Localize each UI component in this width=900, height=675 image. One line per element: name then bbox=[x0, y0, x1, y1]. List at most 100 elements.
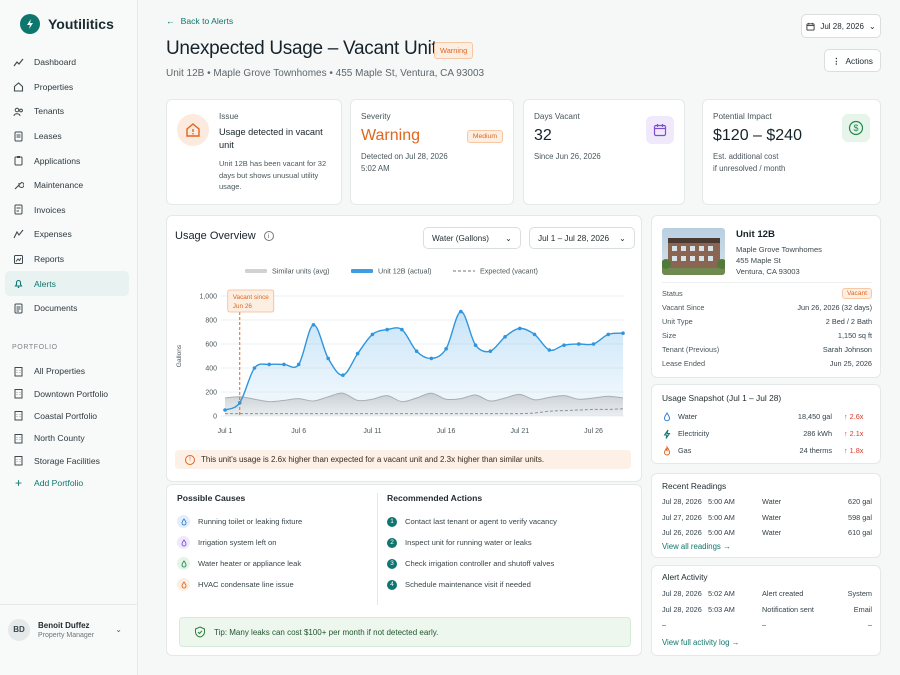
nav-item-properties[interactable]: Properties bbox=[5, 75, 129, 100]
activity-date: Jul 28, 2026 bbox=[662, 604, 702, 614]
usage-alert-text: This unit's usage is 2.6x higher than ex… bbox=[201, 455, 545, 464]
invoice-icon bbox=[13, 204, 24, 215]
portfolio-item[interactable]: North County bbox=[5, 427, 129, 449]
days-value: 32 bbox=[534, 127, 552, 144]
portfolio-item[interactable]: Coastal Portfolio bbox=[5, 405, 129, 427]
action-label: Contact last tenant or agent to verify v… bbox=[405, 517, 557, 526]
actions-button[interactable]: ⋮ Actions bbox=[824, 49, 881, 72]
usage-alert-banner: ! This unit's usage is 2.6x higher than … bbox=[175, 450, 631, 469]
actions-title: Recommended Actions bbox=[387, 493, 483, 503]
detail-row: Lease Ended Jun 25, 2026 bbox=[662, 356, 872, 370]
portfolio-label: Storage Facilities bbox=[34, 455, 100, 466]
portfolio-item[interactable]: All Properties bbox=[5, 360, 129, 382]
nav-item-maintenance[interactable]: Maintenance bbox=[5, 173, 129, 198]
nav-item-applications[interactable]: Applications bbox=[5, 148, 129, 173]
actual-point[interactable] bbox=[282, 362, 286, 367]
action-label: Inspect unit for running water or leaks bbox=[405, 538, 532, 547]
actual-point[interactable] bbox=[311, 323, 316, 327]
actual-point[interactable] bbox=[414, 349, 419, 353]
unit-name: Unit 12B bbox=[736, 229, 775, 240]
view-all-readings-link[interactable]: View all readings → bbox=[662, 542, 731, 551]
actual-point[interactable] bbox=[503, 335, 507, 339]
actual-point[interactable] bbox=[400, 327, 404, 332]
actual-point[interactable] bbox=[444, 347, 448, 351]
home-icon bbox=[13, 81, 24, 92]
actual-point[interactable] bbox=[547, 348, 552, 352]
chevron-down-icon: ⌄ bbox=[505, 234, 512, 243]
legend-item: Unit 12B (actual) bbox=[351, 267, 432, 276]
snapshot-multiplier: ↑ 1.8x bbox=[844, 446, 872, 455]
x-tick-label: Jul 1 bbox=[218, 428, 233, 435]
actual-point[interactable] bbox=[370, 332, 375, 337]
portfolio-item[interactable]: Storage Facilities bbox=[5, 450, 129, 472]
utility-select[interactable]: Water (Gallons) ⌄ bbox=[423, 227, 521, 249]
days-vacant-card: Days Vacant 32 Since Jun 26, 2026 bbox=[523, 99, 685, 205]
nav-item-invoices[interactable]: Invoices bbox=[5, 198, 129, 223]
add-portfolio-button[interactable]: + Add Portfolio bbox=[5, 472, 129, 494]
actual-point[interactable] bbox=[576, 342, 581, 346]
actual-point[interactable] bbox=[473, 343, 478, 347]
arrow-up-icon: ↑ bbox=[844, 429, 848, 438]
portfolio-item[interactable]: Downtown Portfolio bbox=[5, 382, 129, 404]
usage-snapshot-card: Usage Snapshot (Jul 1 – Jul 28) Water 18,… bbox=[651, 384, 881, 464]
logo[interactable]: Youtilitics bbox=[20, 14, 114, 34]
actual-point[interactable] bbox=[488, 349, 493, 353]
actual-point[interactable] bbox=[252, 366, 257, 370]
causes-list: Running toilet or leaking fixture Irrigat… bbox=[177, 511, 377, 595]
actual-area bbox=[225, 311, 623, 416]
table-row: – – – bbox=[662, 617, 872, 633]
actual-point[interactable] bbox=[621, 331, 625, 335]
x-tick-label: Jul 6 bbox=[291, 428, 306, 435]
impact-desc-2: if unresolved / month bbox=[713, 163, 786, 173]
view-activity-log-link[interactable]: View full activity log → bbox=[662, 638, 740, 647]
similar-area bbox=[225, 393, 623, 416]
bell-icon bbox=[13, 278, 24, 289]
issue-title: Usage detected in vacant unit bbox=[219, 127, 323, 150]
usage-title: Usage Overview bbox=[175, 230, 256, 242]
actual-point[interactable] bbox=[459, 309, 463, 314]
actual-point[interactable] bbox=[223, 408, 227, 412]
chevron-down-icon[interactable]: ⌄ bbox=[115, 625, 122, 634]
causes-actions-card: Possible Causes Running toilet or leakin… bbox=[166, 484, 642, 656]
legend-label: Similar units (avg) bbox=[272, 267, 330, 276]
nav-item-alerts[interactable]: Alerts bbox=[5, 271, 129, 296]
nav-item-tenants[interactable]: Tenants bbox=[5, 99, 129, 124]
wrench-icon bbox=[13, 180, 24, 191]
readings-title: Recent Readings bbox=[662, 481, 727, 491]
range-select[interactable]: Jul 1 – Jul 28, 2026 ⌄ bbox=[529, 227, 635, 249]
user-menu[interactable]: BD Benoit Duffez Property Manager ⌄ bbox=[0, 604, 138, 654]
nav-item-expenses[interactable]: Expenses bbox=[5, 222, 129, 247]
actual-point[interactable] bbox=[591, 342, 596, 346]
building-icon bbox=[13, 455, 24, 466]
actual-point[interactable] bbox=[385, 327, 389, 332]
actual-point[interactable] bbox=[518, 326, 522, 331]
snapshot-multiplier: ↑ 2.1x bbox=[844, 429, 872, 438]
nav-item-reports[interactable]: Reports bbox=[5, 247, 129, 272]
actual-point[interactable] bbox=[355, 351, 360, 356]
nav-item-documents[interactable]: Documents bbox=[5, 296, 129, 321]
back-to-alerts-link[interactable]: ← Back to Alerts bbox=[166, 16, 233, 26]
info-icon[interactable]: i bbox=[263, 231, 274, 241]
snapshot-name: Electricity bbox=[678, 429, 710, 438]
nav-item-dashboard[interactable]: Dashboard bbox=[5, 50, 129, 75]
actual-point[interactable] bbox=[341, 373, 345, 377]
reading-date: Jul 28, 2026 bbox=[662, 497, 702, 507]
actual-point[interactable] bbox=[326, 356, 330, 361]
snapshot-name: Gas bbox=[678, 446, 692, 455]
page-title: Unexpected Usage – Vacant Unit bbox=[166, 38, 437, 59]
actual-point[interactable] bbox=[562, 343, 566, 347]
detail-key: Size bbox=[662, 330, 677, 340]
snapshot-utility: Gas bbox=[662, 445, 692, 456]
actual-point[interactable] bbox=[267, 362, 272, 367]
date-picker-button[interactable]: Jul 28, 2026 ⌄ bbox=[801, 14, 881, 38]
nav-label: Applications bbox=[34, 155, 81, 166]
multiplier-value: 2.1x bbox=[849, 429, 864, 438]
nav-item-leases[interactable]: Leases bbox=[5, 124, 129, 149]
actual-point[interactable] bbox=[429, 356, 434, 361]
actual-point[interactable] bbox=[532, 332, 537, 337]
activity-event: Alert created bbox=[762, 589, 804, 599]
actions-label: Actions bbox=[845, 55, 873, 66]
actual-point[interactable] bbox=[606, 332, 611, 337]
cause-label: HVAC condensate line issue bbox=[198, 580, 294, 589]
actual-point[interactable] bbox=[296, 362, 301, 367]
